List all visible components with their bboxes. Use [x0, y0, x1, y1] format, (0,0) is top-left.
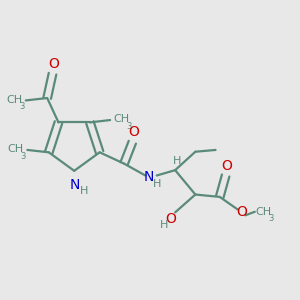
- Text: H: H: [173, 156, 181, 166]
- Text: N: N: [70, 178, 80, 192]
- Text: N: N: [144, 170, 154, 184]
- Text: O: O: [236, 206, 247, 219]
- Text: 3: 3: [20, 152, 25, 161]
- Text: O: O: [48, 57, 59, 71]
- Text: CH: CH: [8, 144, 23, 154]
- Text: CH: CH: [256, 207, 272, 217]
- Text: CH: CH: [113, 114, 130, 124]
- Text: 3: 3: [268, 214, 274, 223]
- Text: H: H: [160, 220, 168, 230]
- Text: H: H: [152, 179, 161, 189]
- Text: 3: 3: [19, 103, 24, 112]
- Text: O: O: [221, 159, 232, 173]
- Text: H: H: [80, 186, 88, 196]
- Text: O: O: [128, 125, 139, 140]
- Text: O: O: [166, 212, 176, 226]
- Text: 3: 3: [126, 122, 131, 131]
- Text: CH: CH: [6, 94, 22, 104]
